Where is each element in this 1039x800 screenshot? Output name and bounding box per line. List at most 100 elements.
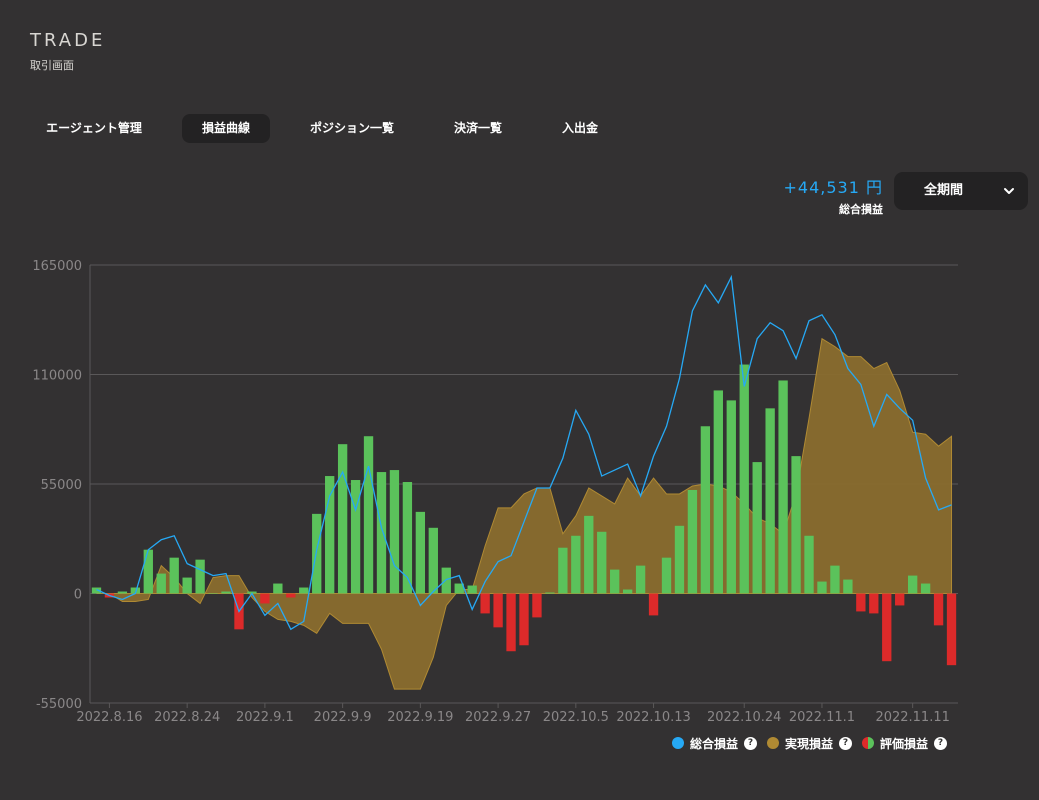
legend-total[interactable]: 総合損益 ? (671, 735, 757, 752)
unrealized-bar (480, 593, 490, 614)
unrealized-bar (260, 593, 270, 604)
unrealized-bar (299, 587, 309, 594)
x-tick-label: 2022.10.24 (707, 710, 781, 725)
unrealized-bar (441, 567, 451, 594)
unrealized-bar (687, 489, 698, 594)
unrealized-bar (130, 587, 141, 594)
period-select-value: 全期間 (924, 183, 964, 198)
unrealized-bar (325, 476, 335, 594)
unrealized-bar (933, 593, 944, 626)
page-title: TRADE (30, 30, 106, 51)
unrealized-bar (804, 535, 814, 594)
unrealized-bar (869, 593, 879, 614)
unrealized-bar (454, 583, 464, 594)
unrealized-bar (195, 559, 205, 594)
help-icon[interactable]: ? (838, 736, 852, 750)
legend-unrealized[interactable]: 評価損益 ? (861, 735, 947, 752)
unrealized-bar (895, 593, 905, 606)
unrealized-bar (363, 436, 374, 594)
unrealized-dot-icon (861, 737, 874, 749)
total-pnl-label: 総合損益 (839, 203, 883, 216)
unrealized-bar (882, 593, 892, 662)
unrealized-bar (91, 587, 102, 594)
x-tick-label: 2022.9.1 (236, 710, 294, 725)
x-tick-label: 2022.11.1 (789, 710, 855, 725)
unrealized-bar (791, 456, 801, 594)
unrealized-bar (622, 589, 633, 594)
help-icon[interactable]: ? (934, 736, 947, 750)
total-dot-icon (671, 737, 684, 749)
unrealized-bar (739, 364, 749, 594)
unrealized-bar (286, 593, 296, 598)
y-tick-label: 110000 (32, 369, 82, 384)
unrealized-bar (545, 592, 555, 594)
tab-positions[interactable]: ポジション一覧 (309, 121, 394, 135)
period-select[interactable]: 全期間 (894, 172, 1028, 210)
legend-unrealized-label: 評価損益 (879, 736, 928, 751)
unrealized-bar (830, 565, 840, 594)
unrealized-bar (584, 515, 594, 594)
unrealized-bar (571, 535, 581, 594)
x-tick-label: 2022.8.24 (154, 710, 220, 725)
x-tick-label: 2022.10.5 (543, 710, 609, 725)
unrealized-bar (610, 569, 620, 594)
unrealized-bar (700, 426, 711, 594)
unrealized-bar (817, 581, 827, 594)
x-tick-label: 2022.9.9 (314, 710, 372, 725)
tab-deposit-withdrawal[interactable]: 入出金 (561, 121, 598, 135)
x-tick-label: 2022.9.27 (465, 710, 531, 725)
unrealized-bar-layer (91, 364, 957, 666)
unrealized-bar (428, 527, 438, 594)
help-icon[interactable]: ? (743, 736, 757, 750)
unrealized-bar (273, 583, 283, 594)
x-tick-label: 2022.9.19 (387, 710, 453, 725)
page-subtitle: 取引画面 (30, 59, 74, 72)
x-tick-label: 2022.10.13 (616, 710, 690, 725)
legend-total-label: 総合損益 (689, 736, 738, 751)
unrealized-bar (946, 593, 957, 666)
unrealized-bar (467, 585, 477, 594)
unrealized-bar (519, 593, 529, 646)
unrealized-bar (208, 593, 218, 594)
unrealized-bar (843, 579, 853, 594)
chevron-down-icon (1004, 188, 1014, 194)
unrealized-bar (182, 577, 192, 594)
legend-realized[interactable]: 実現損益 ? (766, 735, 852, 752)
unrealized-bar (907, 575, 918, 594)
unrealized-bar (920, 583, 931, 594)
unrealized-bar (674, 525, 685, 594)
unrealized-bar (376, 472, 387, 594)
unrealized-bar (856, 593, 866, 612)
unrealized-bar (402, 482, 413, 594)
unrealized-bar (713, 390, 723, 594)
y-tick-label: 165000 (32, 259, 82, 274)
unrealized-bar (169, 557, 179, 594)
x-tick-label: 2022.8.16 (76, 710, 142, 725)
unrealized-bar (597, 531, 607, 594)
unrealized-bar (532, 593, 542, 618)
unrealized-bar (726, 400, 736, 594)
unrealized-bar (143, 549, 153, 594)
total-pnl-value: +44,531 円 (783, 178, 883, 197)
unrealized-bar (765, 408, 775, 594)
unrealized-bar (156, 573, 166, 594)
unrealized-bar (312, 513, 322, 594)
total-pnl-line (96, 274, 952, 631)
y-tick-label: -55000 (36, 697, 82, 712)
legend-realized-label: 実現損益 (784, 736, 833, 751)
unrealized-bar (337, 444, 348, 594)
unrealized-bar (778, 380, 788, 594)
total-pnl-summary: +44,531 円 総合損益 (784, 174, 883, 217)
realized-dot-icon (766, 737, 779, 749)
unrealized-bar (661, 557, 672, 594)
tab-agent-management[interactable]: エージェント管理 (46, 121, 142, 135)
unrealized-bar (415, 511, 426, 594)
unrealized-bar (493, 593, 503, 628)
tab-pnl-curve[interactable]: 損益曲線 (182, 114, 270, 143)
unrealized-bar (752, 462, 762, 594)
unrealized-bar (389, 470, 400, 594)
y-tick-label: 0 (74, 588, 82, 603)
unrealized-bar (117, 591, 128, 594)
tab-settlements[interactable]: 決済一覧 (453, 121, 502, 135)
